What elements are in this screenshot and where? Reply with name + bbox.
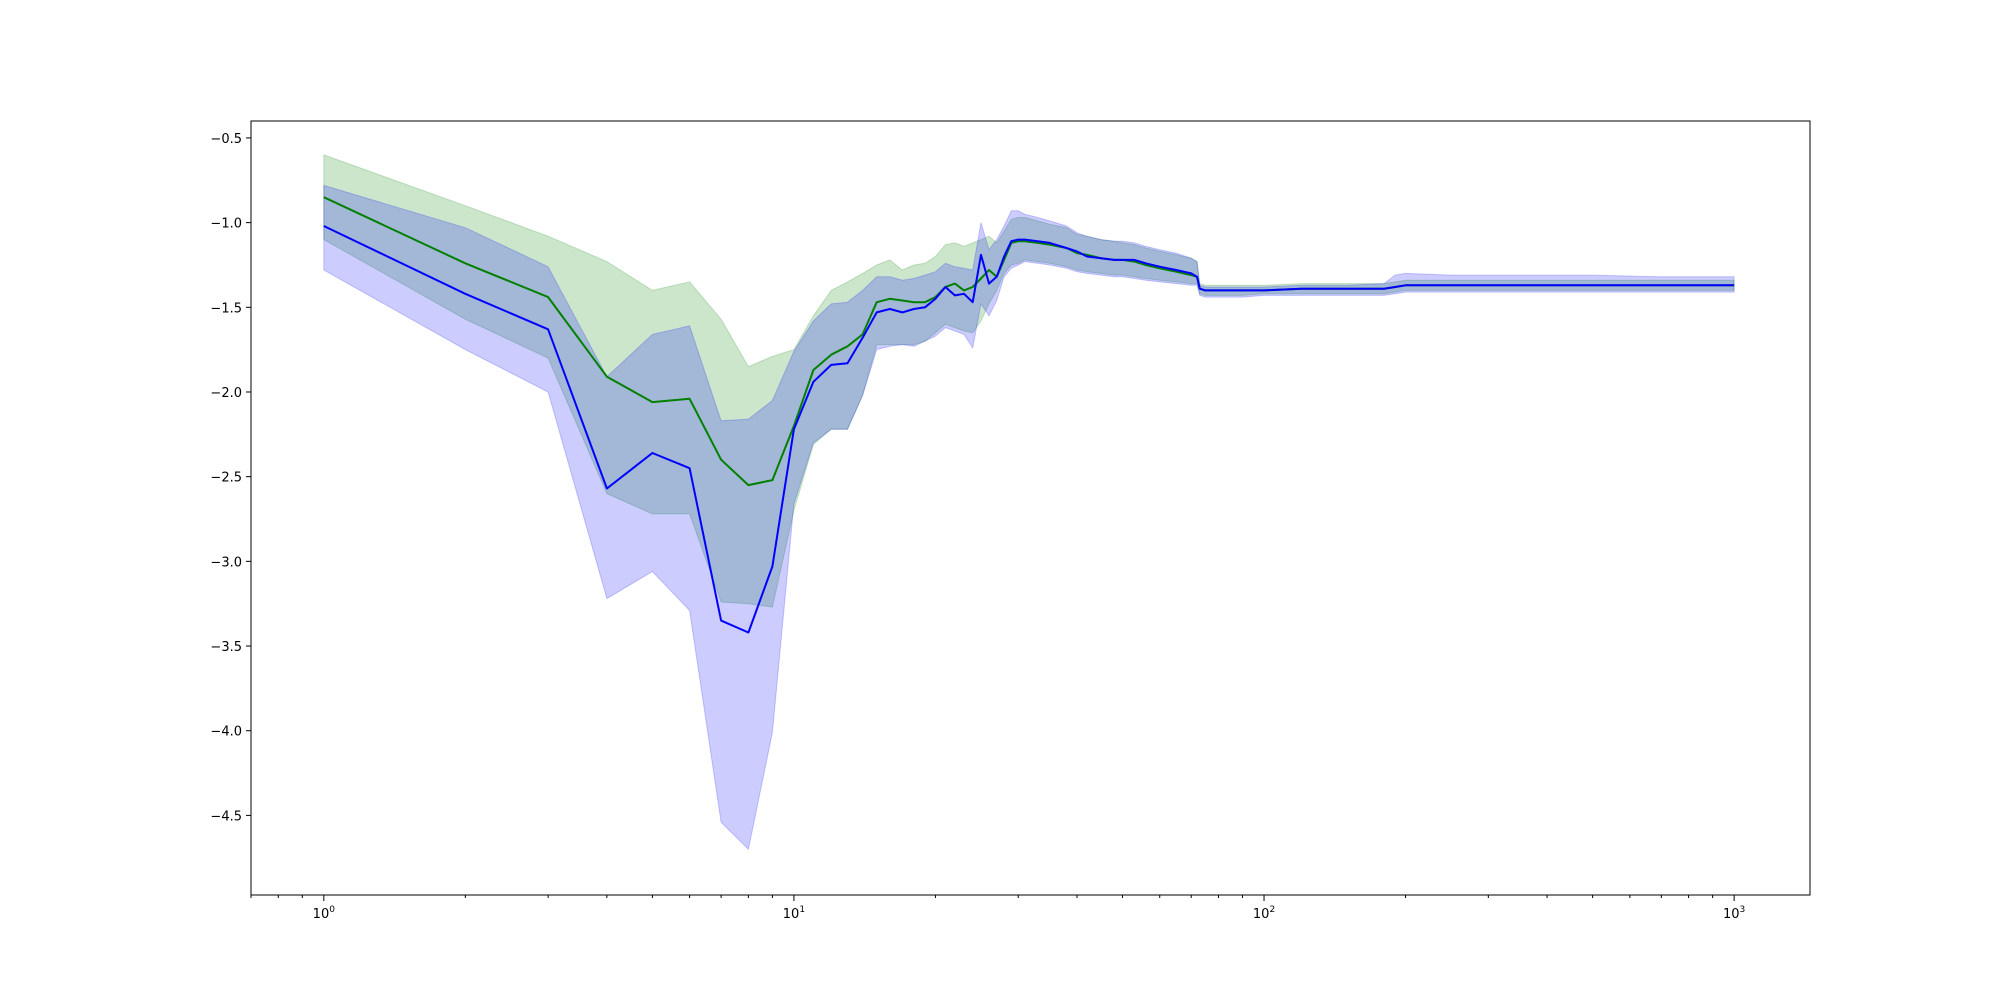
x-tick-label: 100 [313,905,336,922]
plot-frame [250,120,1811,896]
y-tick-label: −1.5 [210,301,242,316]
x-axis: 100 101 102 103 [250,895,1745,922]
series-2-band [323,184,1735,851]
x-tick-label: 103 [1723,905,1745,922]
y-axis: −0.5 −1.0 −1.5 −2.0 −2.5 −3.0 −3.5 −4.0 −4.5 [210,132,251,824]
y-tick-label: −4.5 [210,809,242,824]
series-lines [323,196,1735,634]
y-tick-label: −3.5 [210,640,242,655]
x-tick-label: 102 [1253,905,1275,922]
confidence-bands [323,154,1735,851]
y-tick-label: −0.5 [210,132,242,147]
y-tick-label: −1.0 [210,217,242,232]
y-tick-label: −2.5 [210,471,242,486]
series-2-line [323,225,1735,634]
y-tick-label: −4.0 [210,725,242,740]
y-tick-label: −2.0 [210,386,242,401]
y-tick-label: −3.0 [210,555,242,570]
x-tick-label: 101 [783,905,805,922]
series-1-band [323,154,1735,608]
